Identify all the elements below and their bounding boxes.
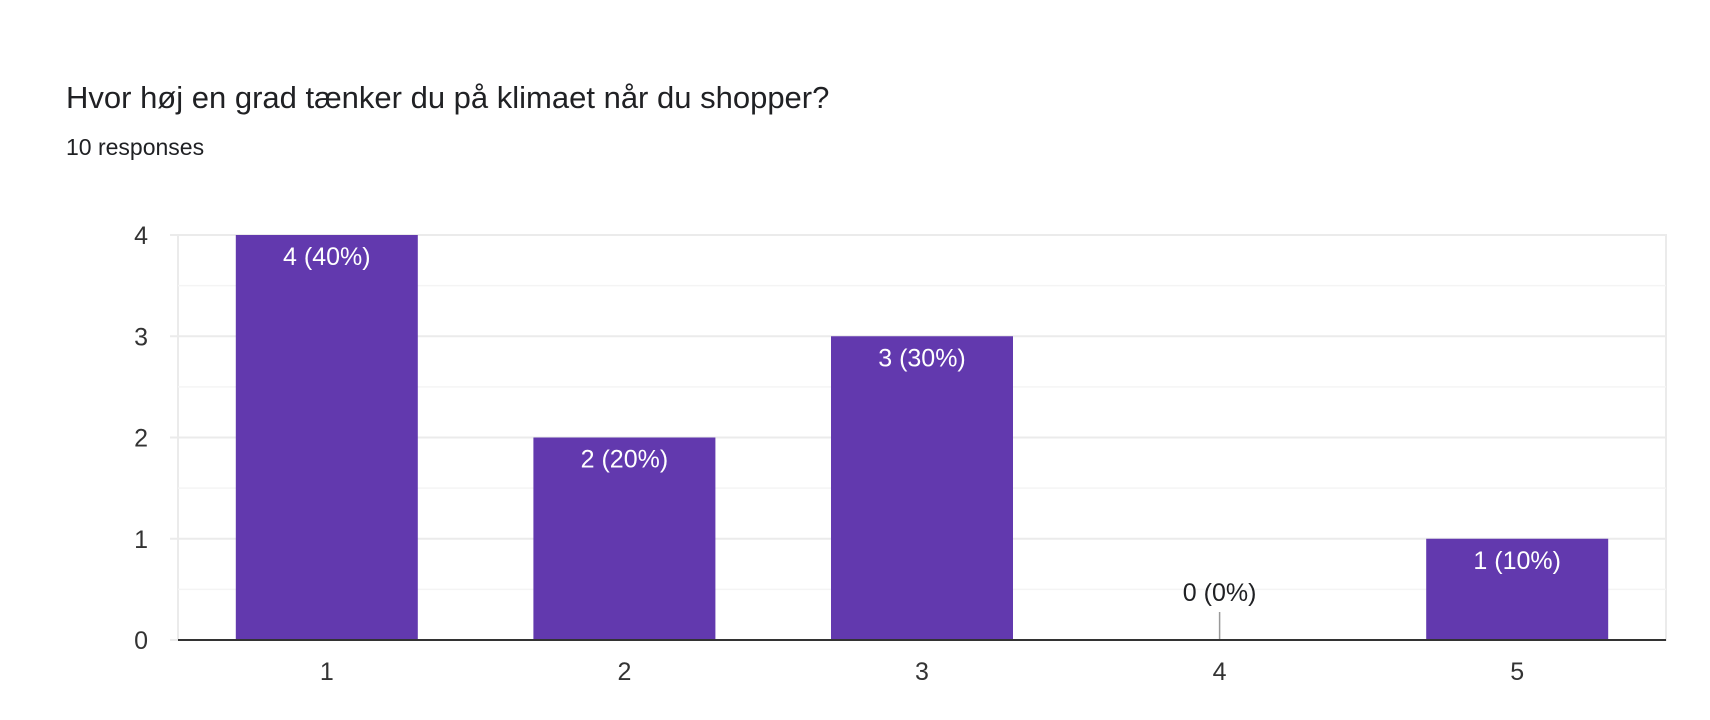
data-label: 4 (40%) [283, 243, 371, 271]
y-tick-label: 2 [134, 425, 148, 453]
y-tick-label: 0 [134, 627, 148, 655]
data-label: 1 (10%) [1473, 547, 1561, 575]
bar [831, 336, 1013, 640]
x-tick-label: 3 [915, 658, 929, 686]
bar [235, 235, 418, 640]
response-count: 10 responses [66, 134, 205, 160]
bar [1426, 538, 1609, 640]
bar [533, 437, 716, 640]
x-tick-label: 5 [1510, 658, 1524, 686]
x-tick-label: 1 [320, 658, 334, 686]
x-tick-label: 2 [617, 658, 631, 686]
data-label: 3 (30%) [878, 344, 966, 372]
data-label: 0 (0%) [1183, 579, 1257, 607]
y-tick-label: 1 [134, 526, 148, 554]
data-label: 2 (20%) [581, 446, 669, 474]
y-tick-label: 3 [134, 323, 148, 351]
y-tick-label: 4 [134, 222, 148, 250]
question-title: Hvor høj en grad tænker du på klimaet nå… [66, 80, 830, 115]
x-tick-label: 4 [1213, 658, 1227, 686]
